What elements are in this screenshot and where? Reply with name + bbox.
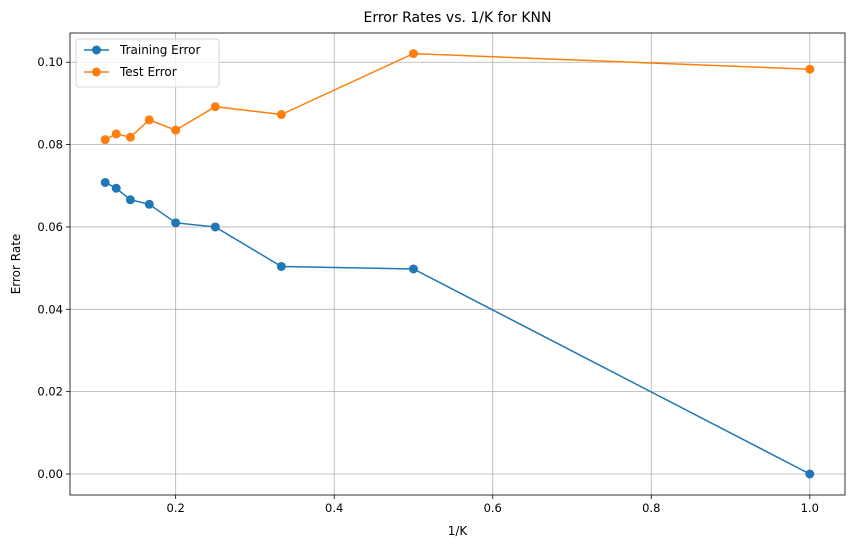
data-point-training-error [276, 261, 286, 271]
data-point-test-error [171, 125, 181, 135]
data-point-test-error [210, 102, 220, 112]
x-tick-label: 0.6 [484, 501, 502, 515]
data-point-training-error [100, 177, 110, 187]
legend-marker-test-error [92, 67, 101, 77]
data-point-test-error [100, 135, 110, 145]
data-point-test-error [805, 64, 815, 74]
x-tick-label: 1.0 [801, 501, 819, 515]
y-tick-label: 0.02 [37, 385, 63, 399]
x-tick-label: 0.4 [325, 501, 343, 515]
data-point-training-error [125, 195, 135, 205]
data-point-training-error [144, 199, 154, 209]
y-tick-label: 0.08 [37, 138, 63, 152]
legend-box [75, 38, 220, 88]
data-point-training-error [805, 469, 815, 479]
legend-label-test-error: Test Error [119, 65, 177, 79]
y-tick-label: 0.04 [37, 302, 63, 316]
x-tick-label: 0.2 [167, 501, 185, 515]
data-point-test-error [276, 110, 286, 120]
grid-layer [70, 33, 845, 495]
y-tick-label: 0.10 [37, 55, 63, 69]
data-point-test-error [125, 132, 135, 142]
x-axis-label: 1/K [448, 524, 469, 538]
y-tick-label: 0.00 [37, 467, 63, 481]
data-point-training-error [171, 218, 181, 228]
legend-marker-training-error [92, 45, 101, 55]
y-axis-label: Error Rate [9, 234, 23, 295]
plot-frame [69, 32, 846, 496]
data-point-training-error [210, 222, 220, 232]
chart-title: Error Rates vs. 1/K for KNN [364, 10, 552, 26]
data-point-test-error [144, 115, 154, 125]
x-tick-label: 0.8 [642, 501, 660, 515]
data-point-training-error [408, 264, 418, 274]
y-tick-label: 0.06 [37, 220, 63, 234]
data-point-test-error [408, 49, 418, 59]
legend-label-training-error: Training Error [119, 43, 200, 57]
data-point-test-error [111, 129, 121, 139]
data-point-training-error [111, 183, 121, 193]
ticks-layer: 0.2 0.4 0.6 0.8 1.0 0.00 0.02 0.04 0.06 0.08 0.10 [37, 55, 819, 515]
series-layer [100, 49, 815, 479]
legend: Training Error Test Error [75, 38, 220, 88]
